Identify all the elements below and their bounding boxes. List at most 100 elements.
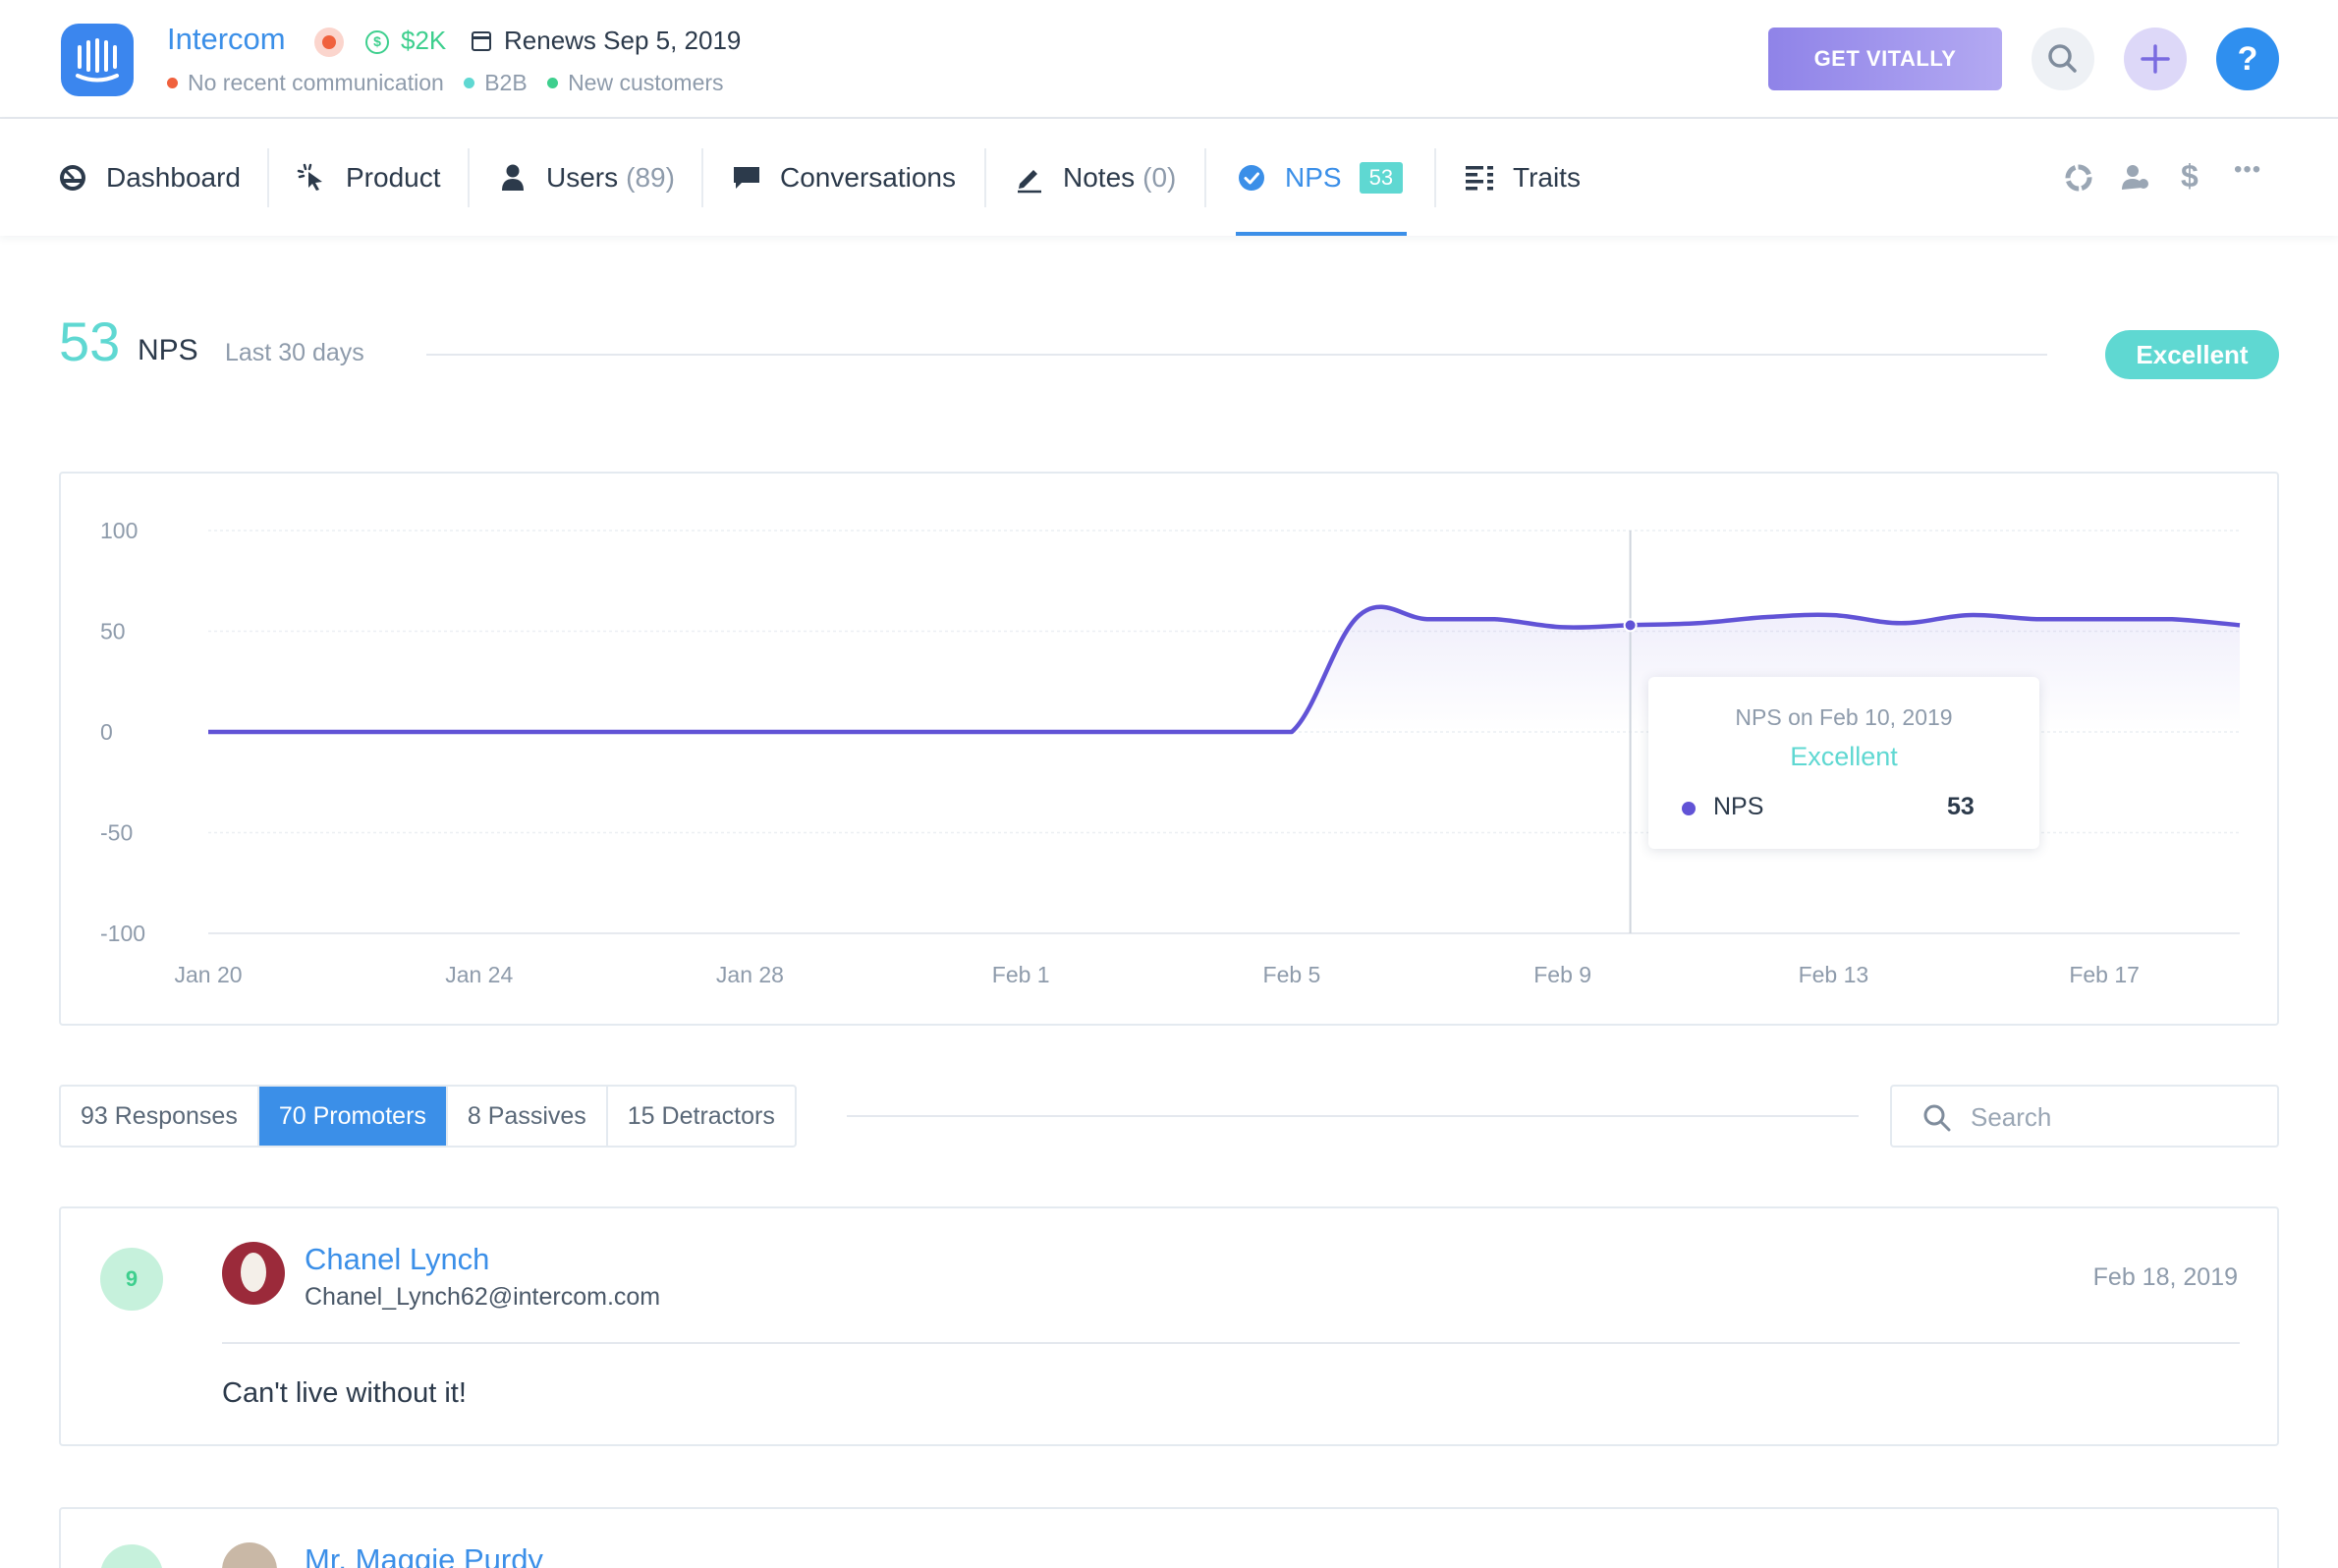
mrr-value: $2K (401, 26, 447, 55)
highlight-point (1623, 618, 1638, 633)
respondent-email: Chanel_Lynch62@intercom.com (305, 1283, 661, 1311)
list-icon (1466, 165, 1493, 190)
series-line (208, 604, 2241, 735)
tab-divider (468, 148, 470, 207)
response-date: Feb 18, 2019 (2092, 1263, 2238, 1291)
nps-badge: 53 (1359, 161, 1404, 194)
tooltip-series-name: NPS (1713, 793, 1764, 820)
chat-bubble-icon (734, 166, 759, 189)
summary-divider (426, 354, 2047, 356)
cursor-click-icon (297, 163, 322, 191)
tab-users[interactable]: Users (89) (497, 119, 675, 236)
y-tick-label: 100 (100, 518, 138, 543)
response-divider (222, 1342, 2240, 1344)
plus-icon (2141, 44, 2170, 74)
avatar[interactable] (222, 1242, 285, 1305)
tab-divider (1434, 148, 1436, 207)
tab-divider (1204, 148, 1206, 207)
tab-divider (701, 148, 703, 207)
search-icon (2048, 44, 2077, 73)
add-button[interactable] (2124, 28, 2187, 90)
tab-label: Users (546, 161, 619, 193)
tab-product[interactable]: Product (297, 119, 441, 236)
pie-chart-icon[interactable] (2063, 162, 2094, 194)
y-tick-label: -100 (100, 921, 145, 946)
nps-score-badge: 9 (100, 1248, 163, 1311)
calendar-icon (472, 31, 491, 51)
tab-notes[interactable]: Notes (0) (1014, 119, 1176, 236)
y-tick-label: 0 (100, 719, 113, 745)
tag-item[interactable]: New customers (547, 70, 724, 96)
tab-label: Dashboard (106, 161, 241, 193)
tag-dot (464, 78, 475, 88)
x-tick-label: Jan 24 (445, 962, 513, 987)
tab-label: Conversations (780, 161, 956, 193)
nps-score-value: 53 (59, 310, 121, 372)
tab-label: Notes (1063, 161, 1136, 193)
account-tags: No recent communication B2B New customer… (167, 70, 738, 96)
respondent-name[interactable]: Mr. Maggie Purdy (305, 1542, 543, 1568)
y-tick-label: -50 (100, 820, 133, 846)
x-tick-label: Feb 17 (2069, 962, 2140, 987)
tag-label: B2B (484, 70, 528, 95)
tooltip-title: NPS on Feb 10, 2019 (1735, 704, 1953, 730)
tab-dashboard[interactable]: Dashboard (57, 119, 241, 236)
tag-item[interactable]: No recent communication (167, 70, 444, 96)
tab-label: Product (346, 161, 441, 193)
nps-status-badge: Excellent (2105, 330, 2279, 379)
x-tick-label: Feb 13 (1799, 962, 1869, 987)
company-name[interactable]: Intercom (167, 22, 286, 56)
dollar-icon[interactable]: $ (2181, 158, 2199, 194)
tab-divider (984, 148, 986, 207)
filter-divider (847, 1115, 1859, 1117)
tab-divider (267, 148, 269, 207)
tag-item[interactable]: B2B (464, 70, 528, 96)
check-circle-icon (1239, 164, 1264, 191)
search-input[interactable] (1971, 1098, 2255, 1136)
get-vitally-button[interactable]: GET VITALLY (1768, 28, 2002, 90)
tooltip-series-value: 53 (1947, 793, 1975, 820)
tooltip-series-dot (1682, 802, 1696, 815)
tab-conversations[interactable]: Conversations (731, 119, 956, 236)
tag-label: No recent communication (188, 70, 444, 95)
filter-promoters[interactable]: 70 Promoters (258, 1087, 448, 1146)
tab-bar: Dashboard Product Users (89) (0, 119, 2338, 236)
gauge-icon (60, 164, 85, 191)
tab-count: (0) (1142, 161, 1177, 193)
intercom-logo-icon (76, 38, 119, 83)
tag-label: New customers (568, 70, 724, 95)
avatar[interactable] (222, 1542, 277, 1568)
search-icon (1923, 1104, 1951, 1132)
user-icon (502, 164, 524, 191)
x-tick-label: Feb 5 (1263, 962, 1321, 987)
help-button[interactable]: ? (2216, 28, 2279, 90)
response-filter-group: 93 Responses 70 Promoters 8 Passives 15 … (59, 1085, 797, 1148)
record-icon (314, 28, 344, 57)
user-group-icon[interactable] (2120, 162, 2151, 194)
nps-score-label: NPS (138, 334, 198, 366)
filter-responses[interactable]: 93 Responses (61, 1087, 259, 1146)
respondent-name[interactable]: Chanel Lynch (305, 1242, 490, 1276)
chart-tooltip: NPS on Feb 10, 2019 Excellent NPS 53 (1648, 677, 2039, 849)
filter-passives[interactable]: 8 Passives (448, 1087, 608, 1146)
tab-nps[interactable]: NPS 53 (1236, 119, 1407, 236)
tag-dot (547, 78, 559, 88)
tag-dot (167, 78, 178, 88)
tab-traits[interactable]: Traits (1464, 119, 1581, 236)
more-icon[interactable]: ••• (2234, 156, 2262, 183)
filter-detractors[interactable]: 15 Detractors (627, 1102, 775, 1130)
tab-label: Traits (1513, 161, 1581, 193)
response-card: Mr. Maggie Purdy (59, 1507, 2279, 1568)
x-tick-label: Jan 28 (716, 962, 784, 987)
tab-count: (89) (626, 161, 675, 193)
response-search (1890, 1085, 2279, 1148)
x-tick-label: Feb 9 (1533, 962, 1591, 987)
nps-score-badge (100, 1544, 163, 1568)
intercom-logo (61, 24, 134, 96)
dollar-circle-icon: $ (365, 30, 389, 54)
pencil-icon (1018, 169, 1041, 193)
search-button[interactable] (2032, 28, 2094, 90)
date-range-label: Last 30 days (225, 339, 364, 366)
renewal-date: Renews Sep 5, 2019 (504, 26, 742, 55)
